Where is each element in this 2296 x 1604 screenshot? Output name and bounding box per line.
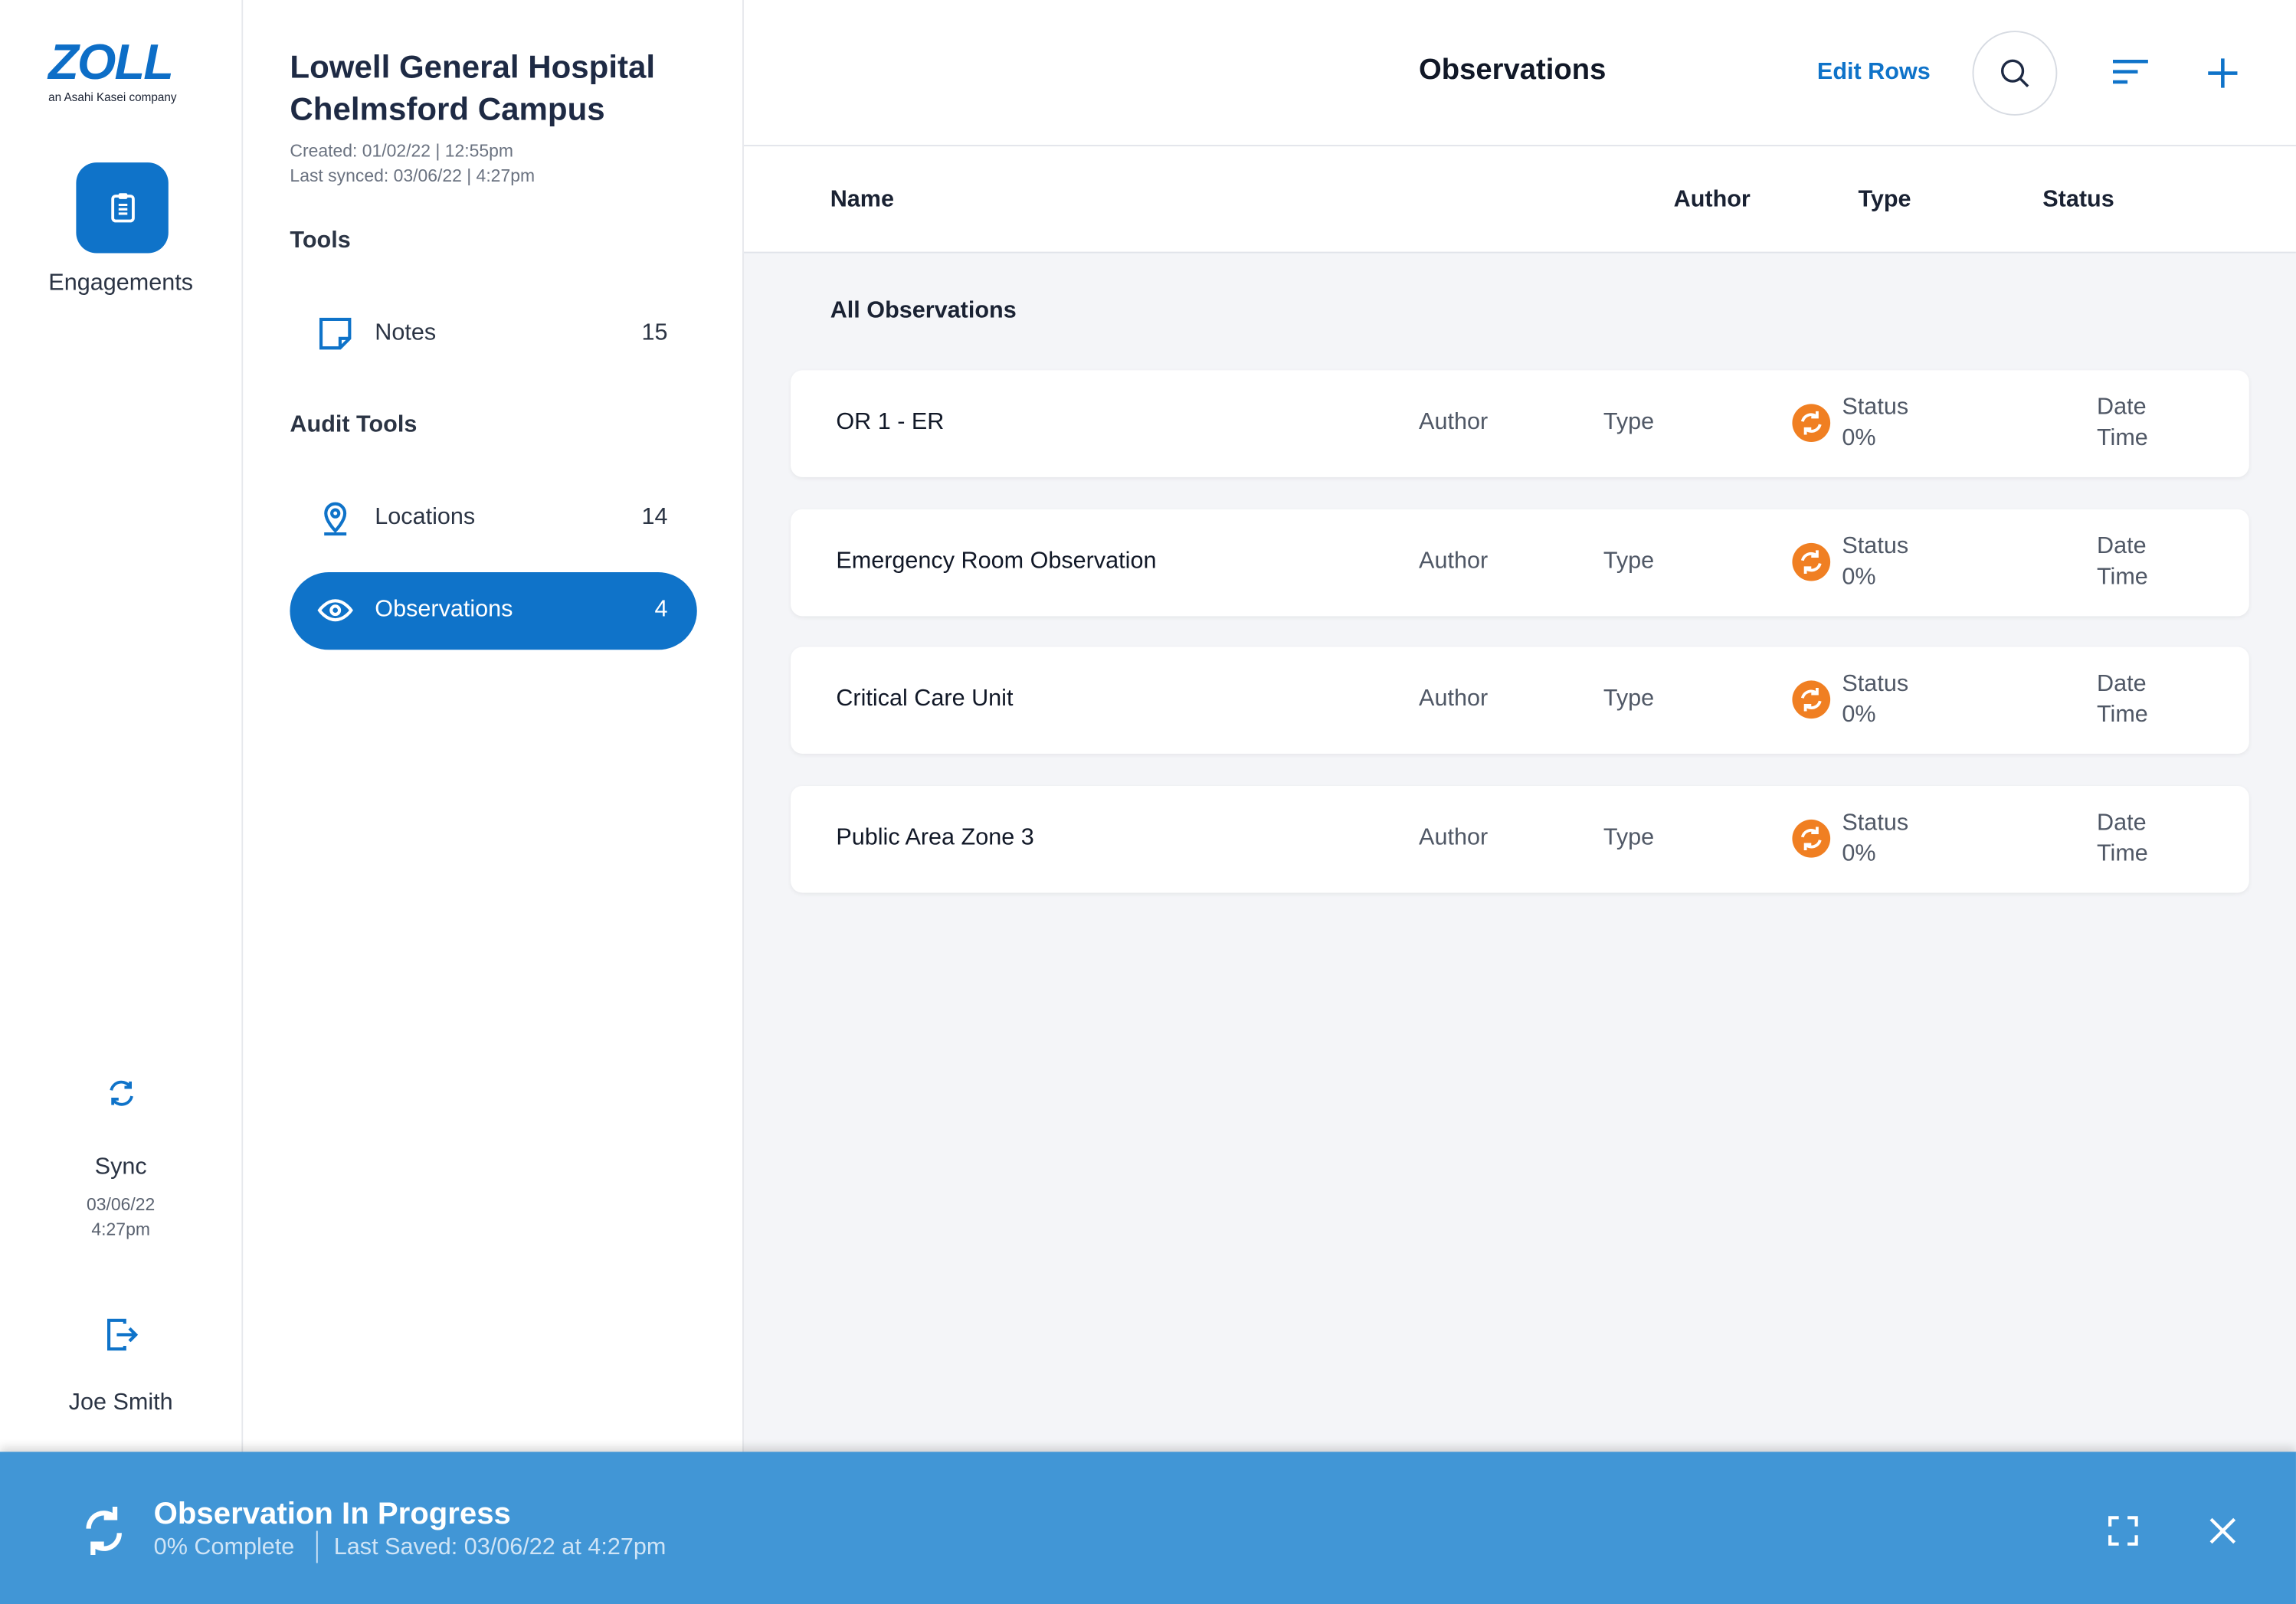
row-name: OR 1 - ER xyxy=(836,409,945,435)
nav-item-label: Observations xyxy=(375,597,513,623)
row-name: Emergency Room Observation xyxy=(836,548,1157,573)
observation-row[interactable]: Emergency Room Observation Author Type Stat… xyxy=(791,508,2249,616)
engagements-button[interactable] xyxy=(76,162,169,254)
row-time: Time xyxy=(2096,425,2148,451)
row-author: Author xyxy=(1419,686,1489,712)
row-type: Type xyxy=(1603,548,1655,573)
site-subtitle: Chelmsford Campus xyxy=(290,90,605,128)
eye-icon xyxy=(317,599,353,622)
divider xyxy=(316,1530,318,1563)
nav-item-count: 14 xyxy=(641,505,668,530)
row-type: Type xyxy=(1603,824,1655,850)
banner-complete: 0% Complete xyxy=(153,1535,295,1560)
progress-icon xyxy=(86,1506,122,1556)
nav-item-label[interactable]: Notes xyxy=(375,320,437,345)
close-button[interactable] xyxy=(2206,1514,2239,1547)
nav-item-label[interactable]: Locations xyxy=(375,505,476,530)
status-icon xyxy=(1792,404,1831,443)
column-label[interactable]: Author xyxy=(1673,187,1751,213)
row-progress: 0% xyxy=(1842,702,1876,728)
row-date: Date xyxy=(2096,533,2147,558)
row-time: Time xyxy=(2096,702,2148,728)
sidebar: Lowell General Hospital Chelmsford Campu… xyxy=(243,0,744,1604)
user-name[interactable]: Joe Smith xyxy=(68,1390,173,1416)
column-label[interactable]: Name xyxy=(830,187,894,213)
notes-icon xyxy=(319,317,352,350)
row-status: Status xyxy=(1842,810,1909,835)
group-label: All Observations xyxy=(830,298,1017,324)
sync-icon[interactable] xyxy=(104,1075,139,1111)
created: Created: 01/02/22 | 12:55pm xyxy=(290,140,514,162)
logo-tagline: an Asahi Kasei company xyxy=(48,90,177,104)
observation-row[interactable]: Critical Care Unit Author Type Status 0% Date… xyxy=(791,647,2249,754)
progress-banner: Observation In Progress 0% Complete Last… xyxy=(0,1452,2296,1604)
column-label[interactable]: Status xyxy=(2042,187,2114,213)
logo: ZOLL xyxy=(48,34,174,91)
sync-time: 4:27pm xyxy=(91,1219,150,1240)
site-title: Lowell General Hospital xyxy=(290,48,656,85)
page-title: Observations xyxy=(1419,54,1607,87)
row-status: Status xyxy=(1842,671,1909,697)
nav-item-count: 15 xyxy=(641,320,668,345)
column-label[interactable]: Type xyxy=(1858,187,1911,213)
status-icon-bg xyxy=(1792,680,1831,719)
search-button[interactable] xyxy=(1972,31,2058,116)
edit-rows-button[interactable]: Edit Rows xyxy=(1816,60,1931,85)
status-icon xyxy=(1792,542,1831,581)
banner-saved: Last Saved: 03/06/22 at 4:27pm xyxy=(333,1535,667,1560)
nav-rail: ZOLL an Asahi Kasei company Engagements … xyxy=(0,0,244,1604)
search-icon xyxy=(2000,59,2029,87)
banner-title: Observation In Progress xyxy=(153,1497,511,1531)
section-heading: Tools xyxy=(290,228,351,254)
nav-item-active[interactable]: Observations 4 xyxy=(290,572,697,650)
row-type: Type xyxy=(1603,686,1655,712)
row-time: Time xyxy=(2096,564,2148,590)
sort-button[interactable] xyxy=(2110,53,2151,93)
nav-item-count: 4 xyxy=(654,597,668,623)
header: Observations Edit Rows xyxy=(743,0,2296,147)
column-header: Name Author Type Status xyxy=(743,146,2296,254)
sync-date: 03/06/22 xyxy=(87,1194,156,1215)
add-button[interactable] xyxy=(2205,56,2240,91)
row-status: Status xyxy=(1842,394,1909,421)
row-date: Date xyxy=(2096,394,2147,421)
expand-button[interactable] xyxy=(2107,1514,2139,1547)
status-icon xyxy=(1792,818,1831,857)
observation-row[interactable]: OR 1 - ER Author Type Status 0% Date Time xyxy=(791,370,2249,477)
location-icon xyxy=(324,502,347,536)
row-time: Time xyxy=(2096,840,2148,866)
row-progress: 0% xyxy=(1842,425,1876,451)
status-icon-arrows xyxy=(1800,826,1822,850)
row-name: Public Area Zone 3 xyxy=(836,824,1034,850)
row-author: Author xyxy=(1419,548,1489,573)
row-type: Type xyxy=(1603,409,1655,435)
row-name: Critical Care Unit xyxy=(836,686,1014,712)
row-status: Status xyxy=(1842,533,1909,558)
row-progress: 0% xyxy=(1842,564,1876,590)
row-progress: 0% xyxy=(1842,840,1876,866)
row-date: Date xyxy=(2096,810,2147,835)
status-icon-arrows xyxy=(1800,549,1822,573)
status-icon xyxy=(1792,680,1831,719)
clipboard-icon xyxy=(111,193,135,223)
status-icon-arrows xyxy=(1800,687,1822,712)
row-author: Author xyxy=(1419,409,1489,435)
sync-label[interactable]: Sync xyxy=(94,1154,147,1180)
engagements-label[interactable]: Engagements xyxy=(48,270,194,296)
status-icon-bg xyxy=(1792,818,1831,857)
observation-row[interactable]: Public Area Zone 3 Author Type Status 0% Date… xyxy=(791,785,2249,892)
logout-icon[interactable] xyxy=(103,1316,141,1354)
status-icon-arrows xyxy=(1800,411,1822,435)
status-icon-bg xyxy=(1792,542,1831,581)
synced: Last synced: 03/06/22 | 4:27pm xyxy=(290,165,536,186)
section-heading: Audit Tools xyxy=(290,412,418,438)
status-icon-bg xyxy=(1792,404,1831,443)
row-date: Date xyxy=(2096,671,2147,697)
row-author: Author xyxy=(1419,824,1489,850)
